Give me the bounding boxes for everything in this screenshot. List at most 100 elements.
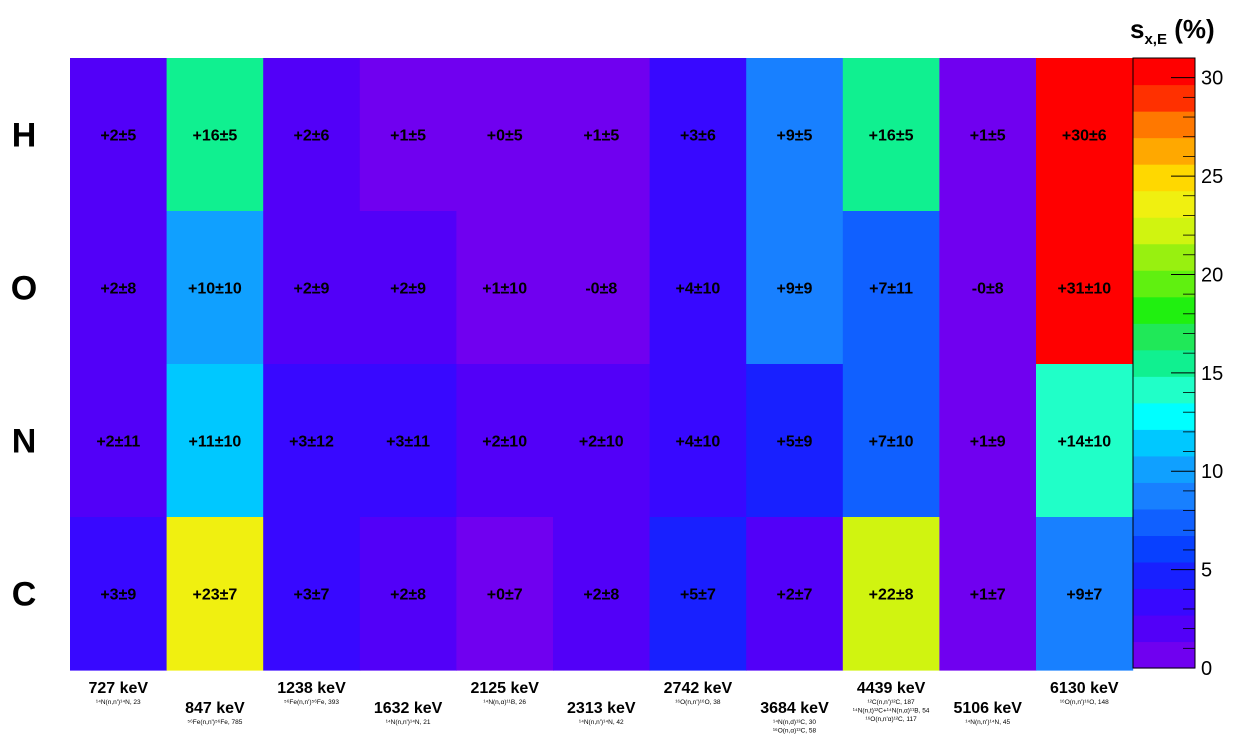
heatmap-cell xyxy=(746,364,844,518)
heatmap-cell xyxy=(263,517,361,671)
heatmap-cell xyxy=(70,364,168,518)
heatmap-cell xyxy=(263,364,361,518)
cell-value-label: +31±10 xyxy=(1057,281,1111,298)
heatmap-cell xyxy=(166,58,264,212)
heatmap-cell xyxy=(70,58,168,212)
column-energy-label: 2125 keV xyxy=(470,680,539,697)
cell-value-label: +22±8 xyxy=(869,587,914,604)
cell-value-label: +1±9 xyxy=(970,434,1006,451)
cell-value-label: +23±7 xyxy=(192,587,237,604)
heatmap-cell xyxy=(939,517,1037,671)
column-energy-label: 727 keV xyxy=(88,680,148,697)
row-label: O xyxy=(11,270,37,308)
heatmap-cell xyxy=(842,364,940,518)
cell-value-label: +2±8 xyxy=(100,281,136,298)
cell-value-label: +1±5 xyxy=(970,128,1006,145)
cell-value-label: -0±8 xyxy=(585,281,617,298)
cell-value-label: +0±5 xyxy=(487,128,523,145)
column-reaction-label: ¹⁶O(n,n'α)¹²C, 117 xyxy=(865,716,917,723)
colorbar-segment xyxy=(1133,190,1195,218)
heatmap-cell xyxy=(842,211,940,365)
heatmap-cell xyxy=(649,364,747,518)
colorbar-segment xyxy=(1133,641,1195,669)
cell-value-label: +5±7 xyxy=(680,587,716,604)
column-labels: 727 keV ¹⁴N(n,n')¹⁴N, 23 847 keV ⁵⁶Fe(n,n')… xyxy=(88,680,1118,735)
heatmap-cell xyxy=(70,211,168,365)
colorbar-segment xyxy=(1133,455,1195,483)
cell-value-label: +1±5 xyxy=(390,128,426,145)
colorbar-segment xyxy=(1133,296,1195,324)
colorbar-segment xyxy=(1133,243,1195,271)
column-reaction-label: ¹⁶O(n,n')¹⁶O, 38 xyxy=(675,699,721,706)
heatmap-cells: +2±5 +16±5 +2±6 +1±5 +0±5 +1±5 +3±6 +9±5 +16±5 +1… xyxy=(70,58,1134,671)
colorbar-segment xyxy=(1133,535,1195,563)
colorbar-tick-label: 0 xyxy=(1201,658,1212,680)
heatmap-cell xyxy=(746,517,844,671)
heatmap-cell xyxy=(1036,58,1134,212)
column-reaction-label: ¹⁶O(n,n')¹⁶O, 148 xyxy=(1060,699,1109,706)
heatmap-cell xyxy=(553,211,651,365)
colorbar-segment xyxy=(1133,84,1195,112)
colorbar-segment xyxy=(1133,561,1195,590)
heatmap-cell xyxy=(359,364,457,518)
column-reaction-label: ¹⁴N(n,t)¹²C+¹⁴N(n,α)¹¹B, 54 xyxy=(853,708,930,715)
colorbar-segment xyxy=(1133,508,1195,536)
colorbar-tick-label: 10 xyxy=(1201,461,1223,483)
heatmap-cell xyxy=(359,517,457,671)
colorbar-tick-label: 15 xyxy=(1201,363,1223,385)
column-energy-label: 2742 keV xyxy=(664,680,733,697)
cell-value-label: +2±10 xyxy=(579,434,624,451)
heatmap-cell xyxy=(166,211,264,365)
heatmap-cell xyxy=(939,364,1037,518)
heatmap-cell xyxy=(649,517,747,671)
cell-value-label: +0±7 xyxy=(487,587,523,604)
column-energy-label: 847 keV xyxy=(185,700,245,717)
cell-value-label: +4±10 xyxy=(675,281,720,298)
heatmap-cell xyxy=(939,211,1037,365)
heatmap-cell xyxy=(456,517,554,671)
cell-value-label: +2±8 xyxy=(390,587,426,604)
heatmap-cell xyxy=(746,211,844,365)
colorbar-segment xyxy=(1133,137,1195,165)
cell-value-label: +9±9 xyxy=(777,281,813,298)
colorbar-frame xyxy=(1132,57,1196,669)
column-reaction-label: ¹²C(n,n')¹²C, 187 xyxy=(868,699,915,706)
cell-value-label: +11±10 xyxy=(188,434,241,451)
colorbar-segment xyxy=(1133,323,1195,351)
cell-value-label: +16±5 xyxy=(192,128,237,145)
heatmap-cell xyxy=(842,517,940,671)
row-label: N xyxy=(12,423,37,461)
column-reaction-label: ¹⁴N(n,n')¹⁴N, 42 xyxy=(579,719,624,726)
cell-value-label: +2±11 xyxy=(96,434,140,451)
row-labels: H O N C xyxy=(11,117,37,614)
heatmap-cell xyxy=(649,211,747,365)
colorbar-tick-label: 5 xyxy=(1201,560,1212,582)
column-reaction-label: ¹⁴N(n,n')¹⁴N, 45 xyxy=(965,719,1010,726)
column-reaction-label: ⁵⁶Fe(n,n')⁵⁶Fe, 393 xyxy=(284,699,339,706)
cell-value-label: +1±5 xyxy=(583,128,619,145)
colorbar-segment xyxy=(1133,482,1195,510)
cell-value-label: +7±11 xyxy=(869,281,913,298)
heatmap-cell xyxy=(1036,211,1134,365)
heatmap-cell xyxy=(939,58,1037,212)
cell-value-label: +30±6 xyxy=(1062,128,1107,145)
heatmap-cell xyxy=(553,58,651,212)
colorbar-segment xyxy=(1133,111,1195,139)
cell-value-label: +16±5 xyxy=(869,128,914,145)
row-label: C xyxy=(12,576,37,614)
cell-value-label: +2±8 xyxy=(583,587,619,604)
heatmap-cell xyxy=(70,517,168,671)
heatmap-cell xyxy=(746,58,844,212)
heatmap-cell xyxy=(1036,517,1134,671)
column-energy-label: 2313 keV xyxy=(567,700,636,717)
cell-value-label: +7±10 xyxy=(869,434,914,451)
cell-value-label: +9±5 xyxy=(777,128,813,145)
colorbar-segment xyxy=(1133,217,1195,245)
column-reaction-label: ¹⁶O(n,α)¹³C, 58 xyxy=(773,728,817,735)
column-reaction-label: ¹⁴N(n,n')¹⁴N, 21 xyxy=(386,719,431,726)
cell-value-label: +4±10 xyxy=(675,434,720,451)
cell-value-label: -0±8 xyxy=(972,281,1004,298)
cell-value-label: +1±7 xyxy=(970,587,1006,604)
row-label: H xyxy=(12,117,37,155)
